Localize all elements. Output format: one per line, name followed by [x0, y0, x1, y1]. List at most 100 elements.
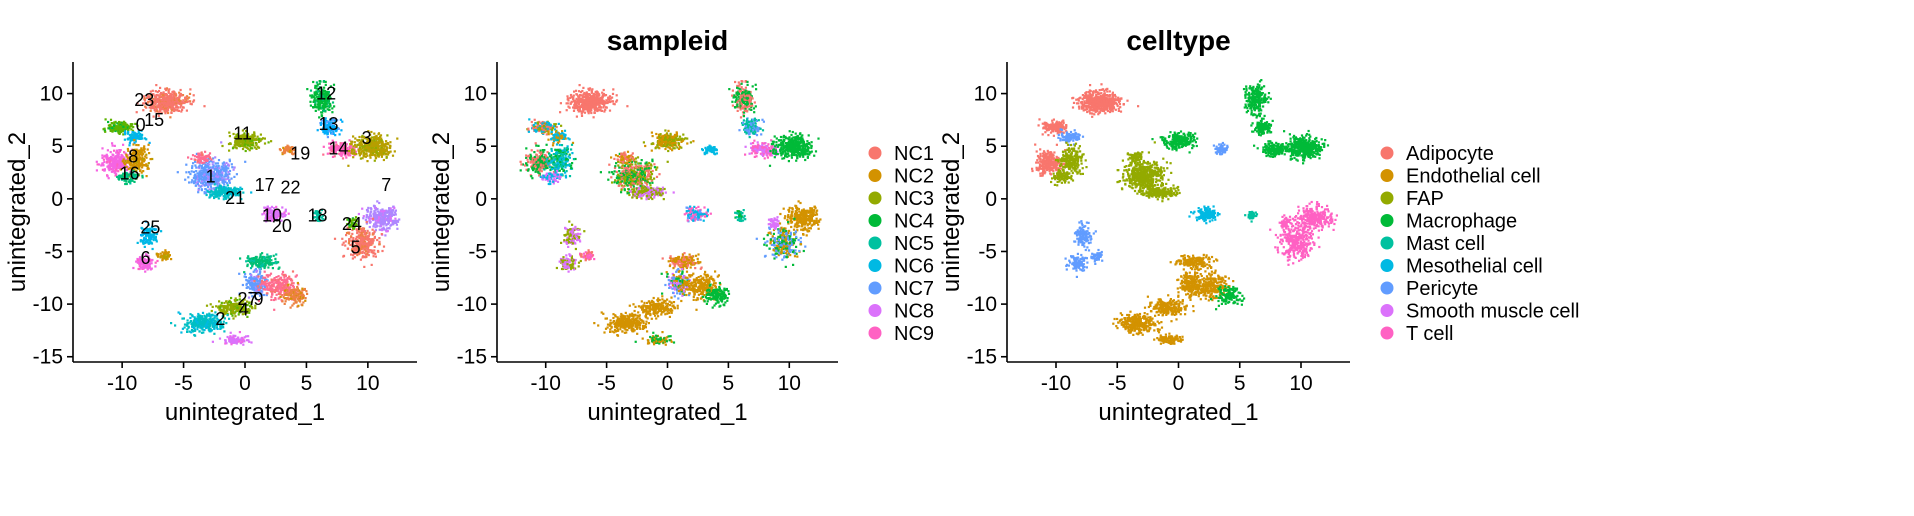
data-point — [128, 127, 131, 130]
data-point — [113, 166, 116, 169]
data-point — [212, 166, 215, 169]
data-point — [369, 217, 372, 220]
data-point — [369, 156, 372, 159]
data-point — [249, 140, 252, 143]
data-point — [169, 101, 172, 104]
data-point — [203, 179, 206, 182]
data-point — [173, 97, 176, 100]
data-point — [110, 129, 113, 132]
data-point — [162, 255, 165, 258]
data-point — [137, 136, 140, 139]
data-point — [388, 227, 391, 230]
data-point — [246, 264, 249, 268]
data-point — [157, 89, 161, 93]
data-point — [377, 148, 380, 151]
data-point — [140, 149, 144, 152]
data-point — [151, 258, 154, 262]
data-point — [113, 121, 116, 124]
data-point — [275, 276, 278, 279]
data-point — [259, 283, 262, 286]
data-point — [151, 247, 154, 251]
data-point — [393, 150, 396, 153]
data-point — [121, 124, 124, 127]
data-point — [373, 205, 376, 208]
data-point — [272, 254, 275, 257]
data-point — [378, 237, 381, 240]
data-point — [240, 144, 243, 147]
data-point — [196, 183, 199, 186]
data-point — [394, 219, 397, 222]
data-point — [143, 95, 146, 98]
data-point — [171, 100, 174, 103]
data-point — [271, 267, 274, 270]
data-point — [101, 156, 104, 159]
data-point — [176, 102, 179, 105]
data-point — [137, 131, 140, 135]
data-point — [377, 132, 381, 135]
data-point — [122, 125, 125, 128]
data-point — [217, 170, 220, 173]
data-point — [149, 238, 152, 241]
data-point — [364, 218, 367, 221]
data-point — [140, 135, 143, 138]
data-point — [380, 153, 383, 156]
data-point — [263, 270, 266, 273]
data-point — [309, 94, 312, 97]
data-point — [383, 228, 386, 231]
data-point — [95, 160, 98, 163]
data-point — [375, 217, 378, 220]
data-point — [145, 163, 148, 166]
data-point — [152, 97, 155, 100]
data-point — [124, 158, 127, 161]
data-point — [143, 238, 146, 241]
data-point — [161, 107, 164, 110]
data-point — [175, 100, 178, 103]
data-point — [143, 150, 146, 153]
data-point — [165, 103, 168, 106]
data-point — [355, 145, 358, 148]
data-point — [127, 156, 130, 159]
data-point — [395, 223, 398, 226]
data-point — [176, 106, 179, 109]
data-point — [141, 164, 144, 167]
data-point — [338, 133, 341, 136]
data-point — [240, 141, 243, 144]
data-point — [160, 111, 163, 114]
data-point — [125, 182, 128, 186]
data-point — [122, 121, 125, 124]
data-point — [201, 182, 204, 185]
data-point — [186, 100, 189, 104]
data-point — [233, 193, 236, 196]
data-point — [228, 131, 231, 134]
data-point — [352, 156, 355, 159]
data-point — [224, 186, 227, 189]
data-point — [217, 171, 220, 175]
data-point — [208, 196, 211, 199]
data-point — [265, 259, 268, 262]
data-point — [282, 273, 286, 277]
data-point — [190, 157, 193, 160]
data-point — [178, 96, 181, 99]
data-point — [178, 101, 181, 104]
data-point — [168, 96, 171, 99]
data-point — [161, 99, 164, 102]
data-point — [367, 245, 370, 248]
data-point — [237, 133, 240, 136]
data-point — [210, 169, 213, 172]
data-point — [390, 213, 393, 216]
data-point — [207, 155, 210, 158]
data-point — [232, 191, 235, 194]
data-point — [96, 163, 99, 166]
data-point — [120, 126, 124, 129]
data-point — [192, 176, 195, 180]
data-point — [148, 141, 151, 144]
data-point — [209, 193, 212, 196]
data-point — [200, 179, 204, 182]
data-point — [157, 103, 161, 106]
data-point — [166, 108, 169, 111]
data-point — [241, 134, 244, 137]
data-point — [244, 272, 247, 276]
data-point — [225, 188, 228, 191]
data-point — [220, 141, 223, 144]
data-point — [342, 254, 346, 257]
